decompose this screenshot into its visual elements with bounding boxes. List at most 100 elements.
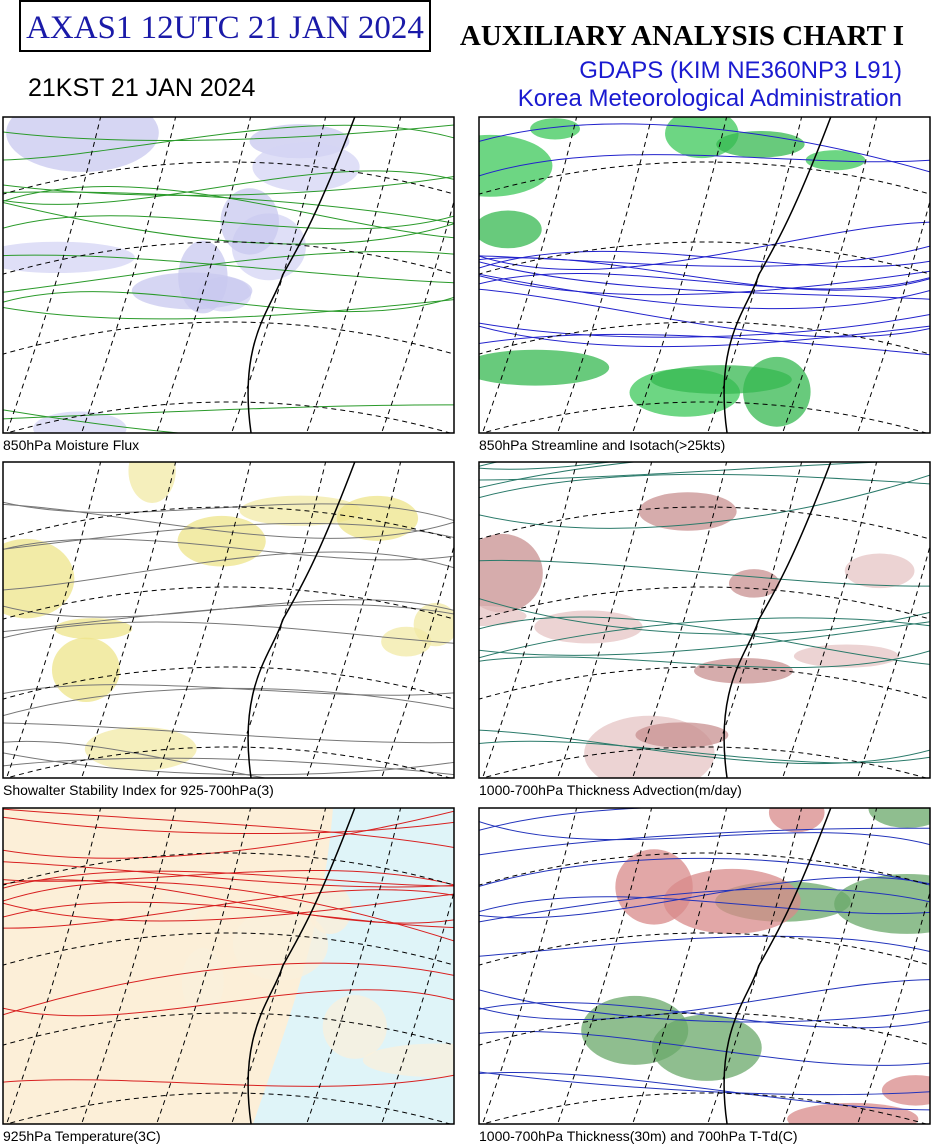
meridian	[782, 808, 878, 1124]
contour-line	[3, 893, 454, 922]
contour-line	[479, 123, 930, 173]
parallel	[3, 852, 454, 886]
meridian	[482, 462, 578, 778]
meridian	[306, 462, 402, 778]
contour-line	[3, 291, 454, 313]
meridian	[381, 544, 454, 778]
field-patch	[868, 808, 930, 829]
contour-line	[479, 288, 930, 338]
field-patch	[51, 637, 120, 702]
field-patch	[479, 533, 543, 613]
field-patch	[793, 644, 899, 668]
field-patch	[336, 495, 419, 541]
field-patch	[130, 1016, 263, 1042]
contour-line	[479, 313, 930, 338]
contour-line	[3, 201, 454, 245]
contour-line	[479, 462, 639, 489]
contour-line	[3, 722, 454, 744]
field-patch	[834, 873, 930, 934]
map-panel: 925hPa Temperature(3C)	[2, 807, 455, 1144]
field-patch	[534, 610, 643, 644]
parallel	[5, 401, 452, 433]
parallel	[479, 666, 930, 700]
meridian	[306, 117, 402, 433]
coastline	[247, 117, 356, 433]
meridian	[6, 808, 102, 1124]
contour-line	[3, 551, 454, 591]
local-time: 21KST 21 JAN 2024	[28, 74, 256, 102]
contour-line	[3, 808, 454, 848]
field-patch	[638, 492, 737, 531]
contour-line	[479, 896, 930, 915]
field-patch	[128, 462, 176, 503]
field-patch	[162, 874, 203, 922]
contour-line	[3, 124, 454, 141]
contour-line	[3, 621, 454, 644]
field-patch	[768, 808, 825, 833]
panel-caption: 925hPa Temperature(3C)	[3, 1128, 161, 1144]
contour-line	[3, 816, 454, 835]
meridian	[156, 462, 252, 778]
parallel	[3, 666, 454, 700]
contour-line	[479, 598, 930, 635]
parallel	[3, 586, 454, 620]
field-patch	[479, 210, 542, 249]
parallel	[3, 932, 454, 966]
meridian	[482, 808, 578, 1124]
contour-line	[3, 740, 454, 778]
contour-line	[479, 740, 930, 764]
parallel	[3, 506, 454, 540]
contour-line	[3, 124, 454, 161]
contour-line	[3, 503, 454, 539]
contour-line	[479, 650, 930, 669]
parallel	[479, 586, 930, 620]
meridian	[782, 462, 878, 778]
field-patch	[252, 142, 360, 192]
field-patch	[716, 131, 805, 158]
map-frame	[2, 461, 455, 779]
panel-caption: 1000-700hPa Thickness(30m) and 700hPa T-…	[479, 1128, 798, 1144]
map-frame	[2, 116, 455, 434]
map-content	[3, 808, 454, 1124]
contour-line	[479, 808, 654, 831]
parallel	[481, 401, 928, 433]
meridian	[156, 117, 252, 433]
contour-line	[3, 538, 454, 561]
parallel	[3, 321, 454, 355]
meridian	[557, 808, 653, 1124]
model-name: GDAPS (KIM NE360NP3 L91)	[579, 57, 902, 84]
map-panel: 1000-700hPa Thickness Advection(m/day)	[478, 461, 931, 798]
contour-line	[3, 250, 454, 293]
parallel	[479, 161, 930, 195]
parallel	[479, 1012, 930, 1046]
parallel	[481, 746, 928, 778]
parallel	[3, 1012, 454, 1046]
contour-line	[479, 1071, 930, 1096]
coastline	[247, 462, 356, 778]
contour-line	[479, 325, 930, 348]
contour-line	[479, 888, 930, 923]
field-patch	[322, 995, 387, 1059]
meridian	[306, 808, 402, 1124]
chart-code: AXAS1 12UTC 21 JAN 2024	[26, 10, 424, 46]
contour-line	[3, 404, 454, 420]
field-patch	[663, 868, 801, 934]
meridian	[482, 117, 578, 433]
code-box	[19, 0, 431, 52]
field-patch	[6, 117, 159, 172]
chart-title: AUXILIARY ANALYSIS CHART I	[460, 20, 904, 52]
meridian	[632, 462, 728, 778]
contour-line	[479, 261, 930, 300]
map-panel: Showalter Stability Index for 925-700hPa…	[2, 461, 455, 798]
contour-line	[479, 270, 930, 296]
contour-line	[3, 215, 454, 230]
map-content	[479, 462, 930, 778]
meridian	[6, 462, 102, 778]
map-frame	[478, 116, 931, 434]
field-patch	[177, 515, 266, 567]
panel-caption: 850hPa Streamline and Isotach(>25kts)	[479, 437, 725, 453]
meridian	[857, 544, 930, 778]
meridian	[81, 808, 177, 1124]
contour-line	[479, 729, 930, 765]
